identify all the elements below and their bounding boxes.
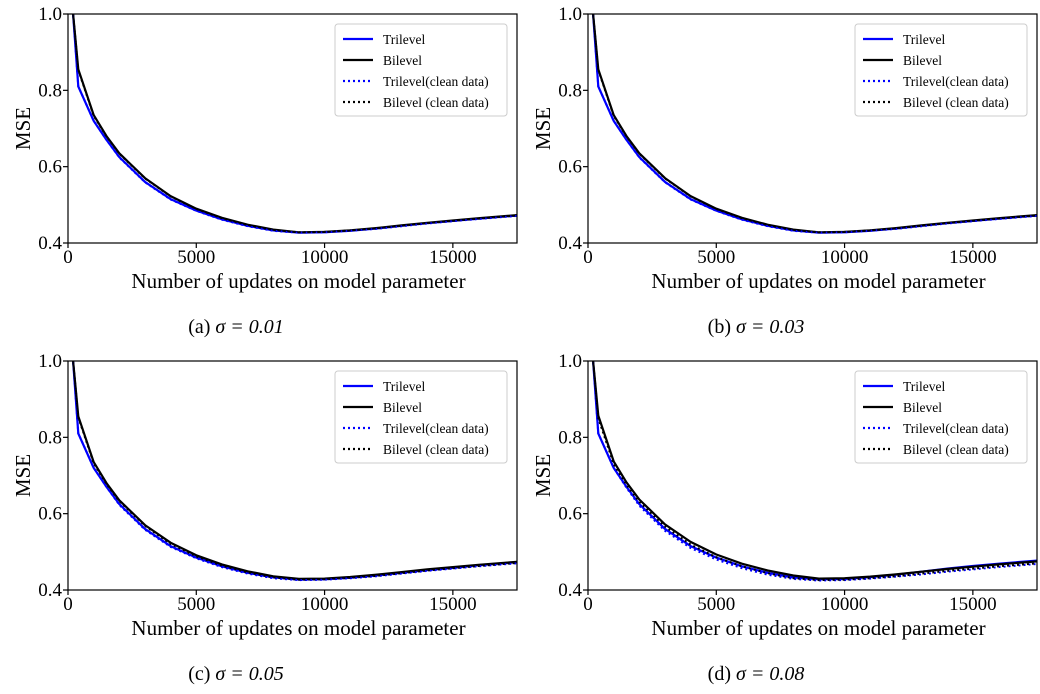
caption-prefix: (c) (188, 663, 215, 685)
legend-label: Trilevel (383, 32, 426, 47)
series-line-2 (592, 14, 1037, 234)
x-tick-label: 0 (583, 594, 593, 615)
caption-math: σ = 0.01 (215, 316, 283, 338)
y-tick-label: 0.8 (558, 427, 582, 448)
y-tick-label: 1.0 (38, 4, 62, 25)
y-tick-label: 1.0 (38, 351, 62, 372)
x-axis-label: Number of updates on model parameter (651, 269, 985, 293)
y-tick-label: 0.4 (38, 233, 62, 254)
series-line-3 (72, 361, 517, 581)
y-tick-label: 0.8 (38, 427, 62, 448)
legend: Trilevel Bilevel Trilevel(clean data) Bilev… (334, 370, 508, 464)
x-tick-label: 5000 (177, 594, 215, 615)
y-tick-label: 0.4 (558, 233, 582, 254)
legend-label: Bilevel (clean data) (383, 95, 489, 110)
legend: Trilevel Bilevel Trilevel(clean data) Bilev… (334, 23, 508, 117)
legend-label: Bilevel (clean data) (383, 442, 489, 457)
series-line-3 (72, 14, 517, 234)
legend: Trilevel Bilevel Trilevel(clean data) Bilev… (854, 370, 1028, 464)
y-tick-label: 0.4 (38, 580, 62, 601)
x-axis-label: Number of updates on model parameter (651, 616, 985, 640)
x-axis-label: Number of updates on model parameter (131, 616, 465, 640)
x-tick-label: 15000 (429, 247, 477, 268)
plot-frame (587, 13, 1038, 244)
caption-prefix: (d) (708, 663, 736, 685)
x-axis-label: Number of updates on model parameter (131, 269, 465, 293)
x-tick-label: 15000 (949, 247, 997, 268)
caption-math: σ = 0.05 (215, 663, 283, 685)
x-tick-label: 0 (63, 594, 73, 615)
subplot-b: 0 5000 10000 15000 0.4 0.6 0.8 1.0 Number of upd… (520, 0, 1040, 347)
subplot-caption: (a) σ = 0.01 (188, 316, 284, 338)
plot-frame (67, 13, 518, 244)
y-tick-label: 0.6 (558, 504, 582, 525)
series-line-2 (592, 361, 1037, 582)
legend-label: Bilevel (clean data) (903, 442, 1009, 457)
plot-frame (67, 360, 518, 591)
legend-label: Trilevel (903, 32, 946, 47)
chart-svg: 0 5000 10000 15000 0.4 0.6 0.8 1.0 Number of upd… (11, 351, 518, 685)
caption-prefix: (b) (708, 316, 736, 338)
series-line-2 (72, 14, 517, 234)
series-line-1 (591, 361, 1037, 580)
caption-math: σ = 0.03 (736, 316, 804, 338)
subplot-caption: (b) σ = 0.03 (708, 316, 805, 338)
y-tick-label: 0.4 (558, 580, 582, 601)
subplot-d: 0 5000 10000 15000 0.4 0.6 0.8 1.0 Number of upd… (520, 347, 1040, 694)
x-tick-label: 10000 (821, 247, 869, 268)
x-tick-label: 10000 (821, 594, 869, 615)
x-tick-label: 5000 (697, 247, 735, 268)
chart-svg: 0 5000 10000 15000 0.4 0.6 0.8 1.0 Number of upd… (531, 4, 1038, 338)
y-tick-label: 0.6 (38, 157, 62, 178)
y-tick-label: 1.0 (558, 4, 582, 25)
legend-label: Trilevel (903, 379, 946, 394)
legend-label: Trilevel(clean data) (903, 421, 1009, 436)
legend-label: Trilevel(clean data) (383, 74, 489, 89)
caption-math: σ = 0.08 (736, 663, 804, 685)
y-axis-label: MSE (531, 454, 555, 497)
legend-label: Bilevel (903, 53, 942, 68)
x-tick-label: 5000 (177, 247, 215, 268)
series-line-2 (72, 361, 517, 582)
x-tick-label: 0 (583, 247, 593, 268)
subplot-a: 0 5000 10000 15000 0.4 0.6 0.8 1.0 Number of upd… (0, 0, 520, 347)
legend-label: Trilevel(clean data) (383, 421, 489, 436)
subplot-c: 0 5000 10000 15000 0.4 0.6 0.8 1.0 Number of upd… (0, 347, 520, 694)
y-tick-label: 0.8 (558, 80, 582, 101)
x-tick-label: 5000 (697, 594, 735, 615)
legend-label: Trilevel (383, 379, 426, 394)
legend-label: Bilevel (383, 53, 422, 68)
x-tick-label: 10000 (301, 594, 349, 615)
x-tick-label: 10000 (301, 247, 349, 268)
subplot-caption: (c) σ = 0.05 (188, 663, 284, 685)
chart-svg: 0 5000 10000 15000 0.4 0.6 0.8 1.0 Number of upd… (11, 4, 518, 338)
y-tick-label: 0.8 (38, 80, 62, 101)
series-line-3 (592, 14, 1037, 234)
y-tick-label: 1.0 (558, 351, 582, 372)
y-axis-label: MSE (11, 107, 35, 150)
legend-label: Bilevel (clean data) (903, 95, 1009, 110)
y-tick-label: 0.6 (558, 157, 582, 178)
series-line-3 (592, 361, 1037, 582)
x-tick-label: 0 (63, 247, 73, 268)
subplot-caption: (d) σ = 0.08 (708, 663, 805, 685)
x-tick-label: 15000 (429, 594, 477, 615)
x-tick-label: 15000 (949, 594, 997, 615)
caption-prefix: (a) (188, 316, 215, 338)
y-axis-label: MSE (11, 454, 35, 497)
y-tick-label: 0.6 (38, 504, 62, 525)
y-axis-label: MSE (531, 107, 555, 150)
legend-label: Trilevel(clean data) (903, 74, 1009, 89)
plot-frame (587, 360, 1038, 591)
legend: Trilevel Bilevel Trilevel(clean data) Bilev… (854, 23, 1028, 117)
legend-label: Bilevel (383, 400, 422, 415)
chart-svg: 0 5000 10000 15000 0.4 0.6 0.8 1.0 Number of upd… (531, 351, 1038, 685)
legend-label: Bilevel (903, 400, 942, 415)
